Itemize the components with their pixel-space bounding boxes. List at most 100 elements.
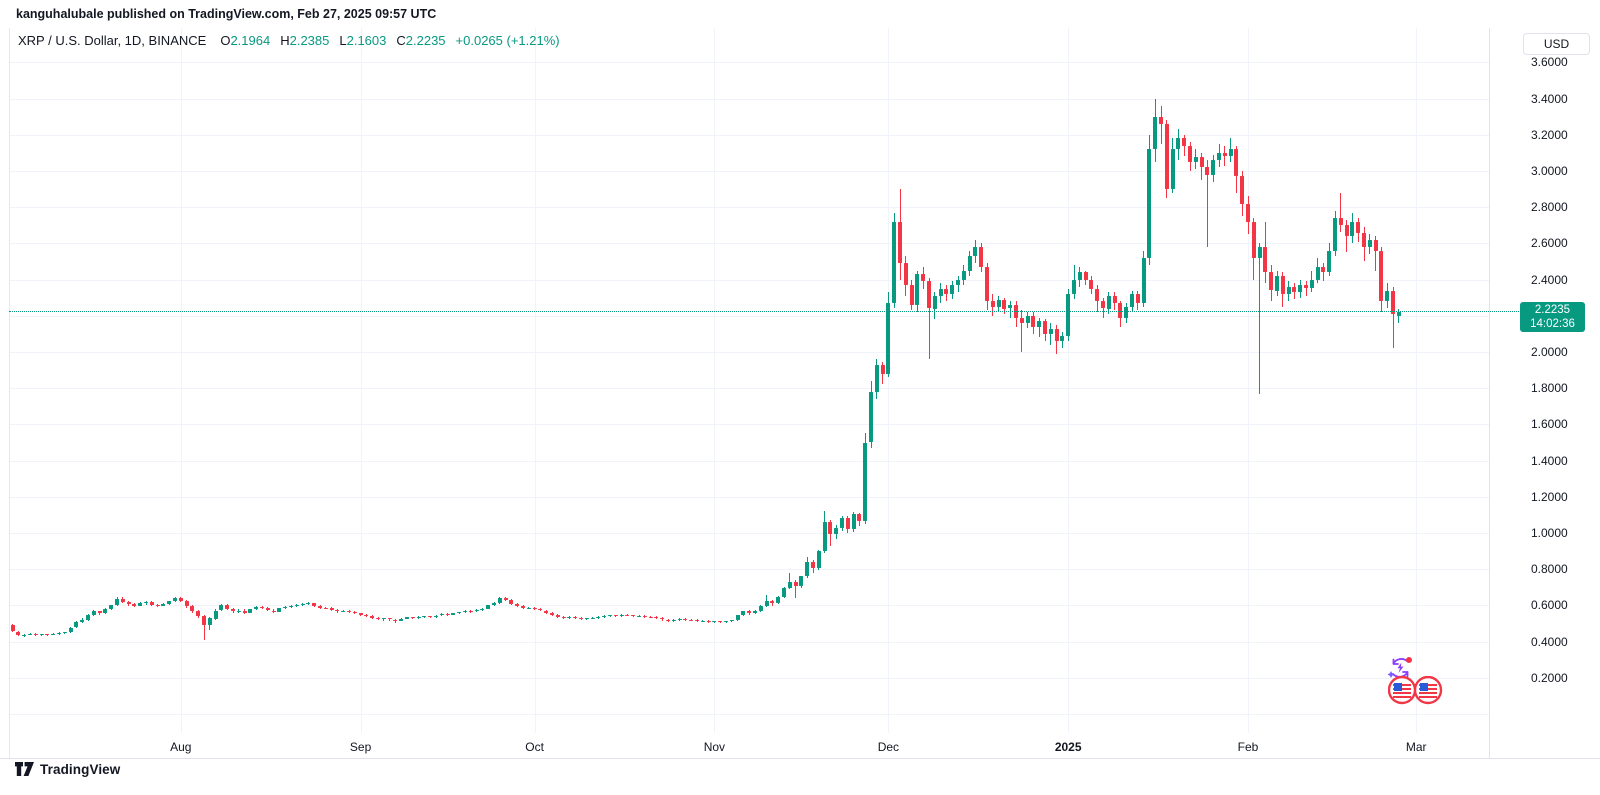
price-axis-label: 1.0000 <box>1531 526 1568 540</box>
candle-wick <box>1021 310 1023 352</box>
candle <box>1043 321 1047 334</box>
candle <box>178 598 183 601</box>
candle <box>683 618 688 620</box>
candle <box>677 618 682 620</box>
candle <box>1135 294 1140 304</box>
candle <box>1193 156 1198 162</box>
candle <box>97 611 102 614</box>
candle <box>932 295 937 309</box>
ohlc-values: O2.1964 H2.2385 L2.1603 C2.2235 <box>220 33 455 48</box>
candle <box>1280 276 1285 295</box>
candle-wick <box>789 572 791 590</box>
candle <box>260 606 264 608</box>
candle <box>271 610 276 612</box>
price-gridline <box>9 677 1489 679</box>
candle <box>213 610 218 619</box>
candle <box>544 610 549 613</box>
candle-wick <box>1392 286 1394 349</box>
candle <box>405 617 409 619</box>
candle <box>1188 145 1192 162</box>
time-axis-label: Aug <box>170 740 192 754</box>
candle-wick <box>1375 236 1377 271</box>
candle <box>1333 218 1337 251</box>
candle <box>1362 232 1366 247</box>
candle <box>1199 156 1204 168</box>
price-axis-label: 3.6000 <box>1531 55 1568 70</box>
candle <box>173 598 177 602</box>
candle-wick <box>1009 301 1011 318</box>
candle <box>144 602 148 604</box>
time-gridline <box>360 28 362 733</box>
price-axis-label: 0.4000 <box>1531 634 1568 649</box>
price-gridline <box>9 714 1489 715</box>
candle <box>1373 239 1378 251</box>
candle <box>16 631 21 635</box>
candle <box>109 605 114 609</box>
candle <box>1367 239 1372 247</box>
us-flag-coin-1 <box>1387 675 1417 705</box>
candle <box>550 612 554 616</box>
tradingview-logo[interactable]: TradingView <box>15 762 120 777</box>
candle <box>689 619 694 621</box>
candle <box>1251 221 1256 258</box>
candle <box>28 633 32 635</box>
time-axis-label: Mar <box>1405 740 1427 754</box>
candle <box>364 614 369 617</box>
candle <box>1066 294 1071 336</box>
candle <box>521 606 525 608</box>
candle <box>811 561 815 569</box>
candle <box>886 303 891 374</box>
symbol-title: XRP / U.S. Dollar, 1D, BINANCE <box>18 33 207 48</box>
candle-wick <box>1206 160 1208 247</box>
candle <box>126 601 131 605</box>
candle <box>747 611 752 614</box>
candle <box>196 610 201 617</box>
time-gridline <box>1248 28 1249 733</box>
candle <box>1002 299 1007 309</box>
last-price-badge: 2.2235 14:02:36 <box>1520 302 1585 332</box>
candle <box>898 221 902 264</box>
candle <box>1170 149 1175 190</box>
candle <box>167 601 172 604</box>
candle <box>190 606 195 611</box>
candle <box>393 619 398 621</box>
candle <box>596 616 601 618</box>
price-gridline <box>9 171 1489 172</box>
candle <box>381 618 386 620</box>
candle <box>445 614 450 616</box>
candle <box>695 620 699 622</box>
candle <box>660 618 665 620</box>
candle <box>352 612 357 614</box>
candle <box>1298 285 1303 293</box>
candle <box>155 604 160 606</box>
time-gridline <box>534 28 536 733</box>
price-gridline <box>9 243 1489 245</box>
candle <box>300 604 305 606</box>
currency-toggle-button[interactable]: USD <box>1523 33 1590 55</box>
publish-info: kanguhalubale published on TradingView.c… <box>16 7 437 21</box>
price-gridline <box>9 496 1489 498</box>
candle <box>468 610 473 612</box>
candle <box>1286 286 1291 294</box>
candle <box>474 610 479 612</box>
candle <box>1391 290 1395 314</box>
candle <box>1072 279 1076 295</box>
time-axis-label: Sep <box>349 740 372 754</box>
price-gridline <box>9 424 1489 426</box>
candle <box>718 621 723 623</box>
candle <box>138 603 143 606</box>
candle <box>1147 149 1152 258</box>
candle <box>451 613 456 615</box>
price-scale-border <box>1489 28 1490 758</box>
candle <box>416 617 421 619</box>
candle-wick <box>1183 134 1185 157</box>
candle <box>1101 301 1105 309</box>
candle <box>880 364 885 374</box>
candle <box>1083 272 1088 280</box>
us-flag-event-icons[interactable] <box>1387 675 1444 705</box>
price-axis-label: 1.4000 <box>1531 453 1568 468</box>
candle <box>289 606 293 608</box>
ohlc-C: C2.2235 <box>396 33 446 48</box>
candle <box>1315 266 1320 280</box>
candle <box>834 527 839 534</box>
